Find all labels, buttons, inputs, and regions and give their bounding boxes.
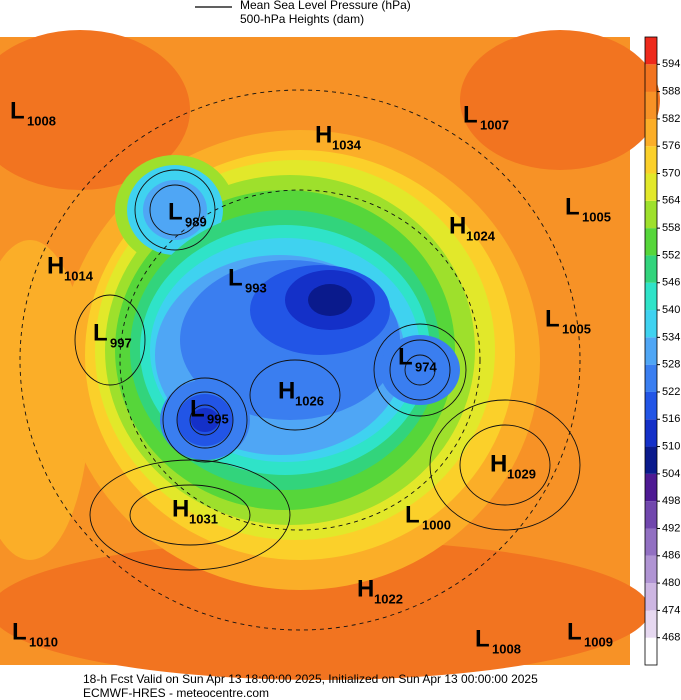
pressure-center-value: 1024 (466, 228, 496, 243)
colorbar-tick-label: 558 (662, 222, 680, 234)
pressure-center-letter: L (545, 305, 560, 332)
colorbar-tick-label: 516 (662, 413, 680, 425)
colorbar-band (645, 446, 657, 474)
pressure-center-letter: L (398, 343, 413, 370)
colorbar-tick-label: 552 (662, 249, 680, 261)
pressure-center-letter: L (10, 97, 25, 124)
pressure-center-value: 1008 (492, 641, 521, 656)
colorbar-tick-label: 576 (662, 140, 680, 152)
colorbar-band (645, 555, 657, 584)
colorbar-band (645, 200, 657, 229)
pressure-center-letter: L (168, 198, 183, 225)
legend-line-text: Mean Sea Level Pressure (hPa) (240, 0, 411, 12)
pressure-center-value: 993 (245, 280, 267, 295)
pressure-center-letter: H (172, 495, 189, 522)
colorbar-band (645, 255, 657, 283)
pressure-center-letter: H (490, 450, 507, 477)
colorbar-band (645, 337, 657, 365)
colorbar-band (645, 473, 657, 502)
colorbar-tick-label: 564 (662, 195, 680, 207)
pressure-center-letter: L (93, 319, 108, 346)
pressure-center-value: 1014 (64, 268, 94, 283)
pressure-center-value: 989 (185, 214, 207, 229)
colorbar-band (645, 118, 657, 147)
colorbar-tick-label: 504 (662, 468, 680, 480)
colorbar-tick-label: 492 (662, 522, 680, 534)
legend-fill-text: 500-hPa Heights (dam) (240, 12, 364, 26)
isobars (19, 89, 581, 631)
colorbar-tick-label: 486 (662, 550, 680, 562)
pressure-center-value: 995 (207, 411, 229, 426)
pressure-center-value: 1008 (27, 113, 56, 128)
pressure-center-letter: L (405, 501, 420, 528)
colorbar-tick-label: 522 (662, 386, 680, 398)
pressure-center-letter: H (449, 212, 466, 239)
colorbar-tick-label: 588 (662, 86, 680, 98)
colorbar-band (645, 419, 657, 447)
colorbar-tick-label: 510 (662, 440, 680, 452)
pressure-center-value: 1026 (295, 393, 324, 408)
pressure-center-value: 1009 (584, 634, 613, 649)
pressure-center-letter: H (315, 121, 332, 148)
colorbar-band (645, 64, 657, 92)
footer-source: ECMWF-HRES - meteocentre.com (83, 686, 269, 700)
colorbar-tick-label: 498 (662, 495, 680, 507)
pressure-center-value: 1034 (332, 137, 362, 152)
colorbar-tick-label: 540 (662, 304, 680, 316)
colorbar-tick-label: 534 (662, 331, 680, 343)
pressure-center-value: 1007 (480, 117, 509, 132)
pressure-center-letter: L (228, 264, 243, 291)
colorbar-tick-label: 582 (662, 113, 680, 125)
colorbar-band (645, 610, 657, 638)
pressure-center-value: 997 (110, 335, 132, 350)
pressure-center-letter: L (190, 395, 205, 422)
pressure-center-value: 1031 (189, 511, 218, 526)
colorbar-band (645, 528, 657, 556)
colorbar-band (645, 391, 657, 420)
colorbar-band (645, 173, 657, 201)
colorbar-frame (644, 36, 658, 666)
pressure-center-letter: L (12, 618, 27, 645)
colorbar-tick-label: 546 (662, 277, 680, 289)
colorbar-band (645, 282, 657, 311)
colorbar-band (645, 310, 657, 338)
pressure-center-value: 1005 (562, 321, 591, 336)
pressure-center-letter: L (475, 625, 490, 652)
footer-valid: 18-h Fcst Valid on Sun Apr 13 18:00:00 2… (83, 672, 538, 686)
pressure-center-letter: H (357, 575, 374, 602)
colorbar-band (645, 91, 657, 119)
colorbar: 468 474 480 486 492 498 504 510 516 522 528 534 540 5… (644, 36, 680, 666)
pressure-center-letter: L (463, 101, 478, 128)
colorbar-tick-label: 480 (662, 577, 680, 589)
pressure-center-value: 1000 (422, 517, 451, 532)
pressure-center-value: 974 (415, 359, 437, 374)
colorbar-band (645, 364, 657, 392)
colorbar-tick-label: 528 (662, 359, 680, 371)
pressure-center-value: 1010 (29, 634, 58, 649)
pressure-center-letter: H (47, 252, 64, 279)
colorbar-band (645, 501, 657, 529)
pressure-center-value: 1029 (507, 466, 536, 481)
colorbar-band (645, 146, 657, 174)
pressure-center-letter: H (278, 377, 295, 404)
colorbar-tick-label: 570 (662, 167, 680, 179)
map-field (0, 30, 660, 680)
colorbar-band (645, 228, 657, 256)
pressure-center-value: 1005 (582, 209, 611, 224)
pressure-center-value: 1022 (374, 591, 403, 606)
pressure-center-letter: L (565, 193, 580, 220)
colorbar-band (645, 583, 657, 611)
pressure-center-letter: L (567, 618, 582, 645)
colorbar-tick-label: 474 (662, 604, 680, 616)
colorbar-band (645, 37, 657, 65)
colorbar-tick-label: 468 (662, 632, 680, 644)
colorbar-tick-label: 594 (662, 58, 680, 70)
colorbar-band (645, 637, 657, 665)
